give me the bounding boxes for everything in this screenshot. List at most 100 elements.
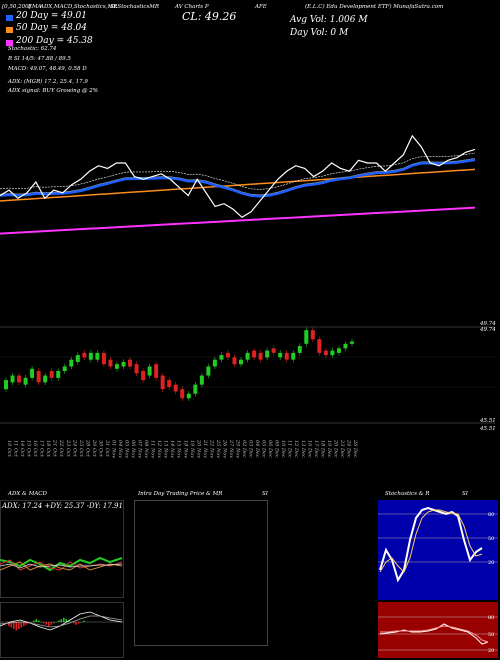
date-tick-label: 25 Nov — [215, 439, 221, 458]
date-tick-label: 14 Oct — [19, 440, 25, 458]
candle-body — [284, 352, 289, 360]
candle-body — [10, 375, 15, 383]
macd-histogram-bar — [10, 622, 13, 628]
candle-body — [121, 361, 126, 367]
macd-histogram-bar — [50, 622, 53, 625]
adx-line-white — [0, 563, 123, 569]
candle-body — [88, 352, 93, 360]
macd-histogram-bar — [83, 620, 85, 622]
stoch-d-line — [379, 509, 483, 573]
ema-envelope-line — [0, 158, 476, 196]
candle-body — [252, 350, 257, 358]
price-axis-bottom: 45.51 — [480, 418, 496, 424]
macd-histogram-bar — [55, 622, 58, 623]
candles — [4, 327, 354, 401]
rsi-label-80: 80 — [488, 615, 494, 621]
candle-body — [265, 350, 270, 358]
date-tick-label: 22 Oct — [58, 439, 64, 458]
candle-body — [245, 352, 250, 360]
date-tick-label: 21 Oct — [52, 439, 58, 458]
macd-histogram-bar — [48, 622, 50, 627]
date-tick-label: 04 Dec — [254, 440, 260, 458]
rsi-signal-line — [380, 625, 489, 643]
candle-body — [212, 359, 217, 367]
date-axis: 10 Oct 11 Oct 14 Oct 15 Oct 16 Oct 17 Oct 18 O… — [6, 439, 358, 458]
header-afe: AFE — [255, 4, 267, 10]
candle-body — [82, 352, 87, 358]
stoch-label-20: 20 — [488, 560, 494, 566]
candle-body — [271, 348, 276, 353]
macd-histogram-bar — [30, 622, 33, 623]
date-tick-label: 30 Oct — [97, 440, 103, 458]
legend-adx: ADX: (MGR) 17.2, 25.4, 17.9 — [8, 79, 88, 85]
macd-histogram-bar — [53, 622, 55, 624]
candlestick-chart — [0, 326, 495, 424]
date-tick-label: 01 Nov — [110, 440, 116, 458]
candle-body — [17, 375, 22, 383]
candle-body — [297, 346, 302, 353]
date-tick-label: 15 Oct — [26, 440, 32, 458]
date-tick-label: 24 Dec — [345, 439, 351, 458]
legend-close: CL: 49.26 — [182, 10, 237, 23]
date-tick-label: 16 Dec — [306, 440, 312, 458]
macd-histogram-bar — [40, 622, 43, 623]
date-tick-label: 11 Oct — [13, 440, 19, 458]
date-tick-label: 10 Dec — [280, 440, 286, 458]
date-tick-label: 13 Dec — [300, 440, 306, 458]
candle-body — [69, 359, 74, 367]
price-line — [0, 134, 476, 219]
stochastics-title: Stochastics & R — [385, 491, 430, 497]
adx-readout: ADX: 17.24 +DY: 25.37 -DY: 17.91 — [2, 502, 123, 510]
intraday-panel — [134, 500, 268, 646]
candle-body — [291, 352, 296, 360]
date-tick-label: 13 Nov — [163, 440, 169, 458]
date-tick-label: 02 Dec — [241, 440, 247, 458]
candle-body — [101, 352, 106, 365]
date-tick-label: 24 Oct — [71, 439, 77, 458]
candle-body — [278, 352, 283, 358]
rsi-panel — [378, 602, 498, 658]
macd-histogram-bar — [8, 622, 10, 627]
macd-histogram-bar — [18, 622, 20, 629]
candle-body — [258, 352, 263, 360]
candle-body — [108, 359, 113, 367]
candle-body — [23, 377, 28, 385]
header-title-left: [0,50,200] — [2, 4, 31, 10]
date-tick-label: 31 Oct — [104, 440, 110, 458]
macd-histogram-bar — [43, 622, 45, 624]
candle-body — [304, 330, 309, 344]
legend-ema20-swatch — [6, 15, 13, 21]
date-tick-label: 29 Oct — [91, 439, 97, 458]
date-tick-label: 20 Nov — [195, 439, 201, 458]
macd-histogram-bar — [25, 622, 28, 625]
date-tick-label: 09 Dec — [274, 440, 280, 458]
date-tick-label: 12 Dec — [293, 440, 299, 458]
candle-body — [62, 366, 67, 372]
candle-body — [134, 364, 139, 374]
header-symbol: SLStochasticsMR — [110, 4, 160, 10]
legend-ema200-swatch — [6, 40, 13, 46]
rsi-label-20: 20 — [488, 648, 494, 654]
date-tick-label: 20 Dec — [332, 439, 338, 458]
candle-body — [199, 375, 204, 385]
date-tick-label: 26 Nov — [221, 439, 227, 458]
date-tick-label: 19 Dec — [326, 440, 332, 458]
legend-stochastic: Stochastic: 62.74 — [8, 46, 57, 52]
header-source: AV Charts P — [175, 4, 209, 10]
stoch-label-80: 80 — [488, 512, 494, 518]
legend-ema20: 20 Day = 49.01 — [16, 11, 88, 21]
date-tick-label: 27 Nov — [228, 439, 234, 458]
candle-body — [186, 393, 191, 399]
date-tick-label: 23 Oct — [65, 439, 71, 458]
ema20-line — [0, 158, 476, 198]
date-tick-label: 18 Oct — [45, 440, 51, 458]
legend-adx-signal: ADX signal: BUY Growing @ 2% — [8, 88, 98, 94]
candle-body — [239, 359, 244, 365]
stochastics-si: SI — [462, 491, 468, 497]
header-indicators: ADX,MACD,Stochastics,MR — [40, 4, 118, 10]
header-ema: EMA — [28, 4, 42, 10]
date-tick-label: 29 Nov — [234, 439, 240, 458]
date-tick-label: 14 Nov — [169, 440, 175, 458]
date-tick-label: 16 Oct — [32, 440, 38, 458]
stoch-label-50: 50 — [488, 536, 494, 542]
